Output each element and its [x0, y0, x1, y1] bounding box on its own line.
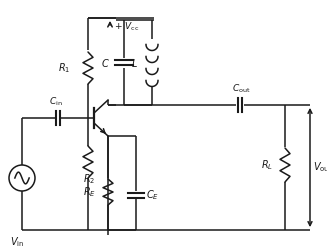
Text: $V_{\mathrm{in}}$: $V_{\mathrm{in}}$	[10, 235, 24, 249]
Text: $C_{\mathrm{in}}$: $C_{\mathrm{in}}$	[49, 96, 63, 108]
Text: $C_E$: $C_E$	[146, 188, 159, 202]
Text: $C$: $C$	[101, 57, 110, 68]
Text: $R_E$: $R_E$	[83, 185, 96, 199]
Text: $R_1$: $R_1$	[58, 61, 70, 75]
Text: $+\ V_{\mathrm{cc}}$: $+\ V_{\mathrm{cc}}$	[114, 20, 139, 33]
Text: $C_{\mathrm{out}}$: $C_{\mathrm{out}}$	[232, 82, 250, 95]
Text: $R_L$: $R_L$	[261, 158, 273, 172]
Text: $V_{\mathrm{out}}$: $V_{\mathrm{out}}$	[313, 161, 327, 174]
Text: $R_2$: $R_2$	[83, 172, 95, 186]
Text: $L$: $L$	[131, 57, 138, 68]
